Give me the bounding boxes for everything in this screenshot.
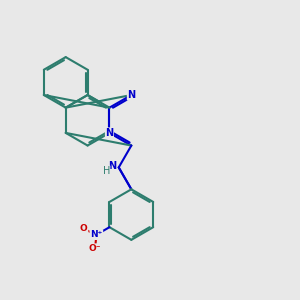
Text: N⁺: N⁺ [90,230,103,239]
Text: H: H [103,166,110,176]
Text: N: N [105,128,113,138]
Text: O⁻: O⁻ [89,244,101,253]
Text: O: O [80,224,88,233]
Text: N: N [127,90,135,100]
Text: N: N [108,161,116,171]
